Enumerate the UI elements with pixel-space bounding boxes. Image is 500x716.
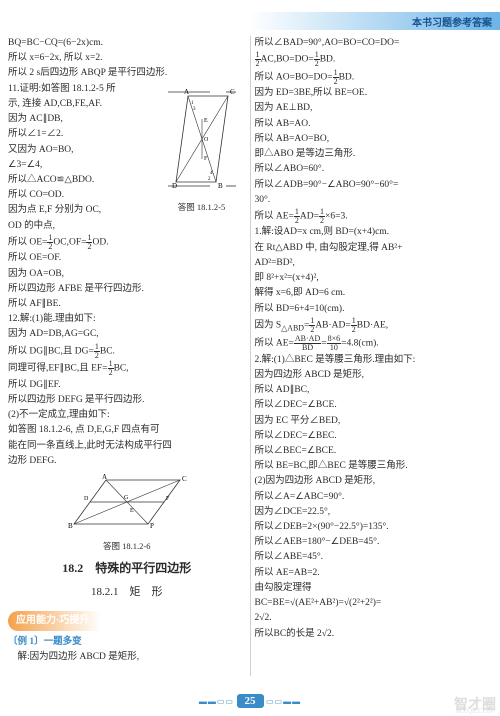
text-line: 所以四边形 AFBE 是平行四边形. [8,282,246,297]
figure-caption: 答图 18.1.2-5 [158,201,246,214]
equation-line: 所以 DG∥BC,且 DG=12BC. [8,343,246,360]
svg-text:E: E [204,118,208,124]
diagram-icon: A C D B E O F 1 3 4 2 [158,84,246,194]
text-line: 因为 EC 平分∠BED, [255,414,493,429]
content-area: BQ=BC−CQ=(6−2x)cm. 所以 x=6−2x, 所以 x=2. 所以… [8,36,492,676]
text-line: 所以 AE=AB=2. [255,566,493,581]
text-line: (2)不一定成立,理由如下: [8,408,246,423]
text-line: 所以 x=6−2x, 所以 x=2. [8,51,246,66]
svg-text:B: B [218,182,223,190]
text-line: 30°. [255,193,493,208]
section-title: 18.2 特殊的平行四边形 [8,559,246,578]
example-label: 〔例 1〕一题多变 [8,635,246,650]
svg-text:F: F [204,156,208,162]
header-title: 本书习题参考答案 [412,14,492,29]
text-line: BQ=BC−CQ=(6−2x)cm. [8,36,246,51]
header-bar: 本书习题参考答案 [250,12,500,30]
text-line: 12.解:(1)能.理由如下: [8,312,246,327]
text-line: 边形 DEFG. [8,454,246,469]
svg-text:A: A [184,88,189,96]
equation-line: 因为 S△ABD=12AB·AD=12BD·AE, [255,317,493,335]
right-column: 所以∠BAD=90°,AO=BO=CO=DO= 12AC,BO=DO=12BD.… [255,36,493,676]
text-line: 所以∠AEB=180°−∠DEB=45°. [255,535,493,550]
text-line: 所以∠ABO=60°. [255,162,493,177]
footer-deco-left: ▬▬▭▭ [199,697,234,706]
column-divider [250,36,251,676]
text-line: 2√2. [255,611,493,626]
text-line: OD 的中点, [8,219,246,234]
text-line: BC=BE=√(AE²+AB²)=√(2²+2²)= [255,596,493,611]
text-line: 所以 BE=BC,即△BEC 是等腰三角形. [255,459,493,474]
text-line: 所以∠DEB=2×(90°−22.5°)=135°. [255,520,493,535]
diagram-icon: A C B P D G E F [62,472,192,532]
text-line: 所以 OE=OF. [8,251,246,266]
text-line: 因为∠DCE=22.5°, [255,505,493,520]
text-line: 因为 AE⊥BD, [255,101,493,116]
text-line: 因为四边形 ABCD 是矩形, [255,368,493,383]
text-line: 即 8²+x²=(x+4)², [255,271,493,286]
svg-text:D: D [84,496,89,502]
text-line: 所以∠DEC=∠BEC. [255,429,493,444]
text-line: 因为 OA=OB, [8,267,246,282]
section-banner: 应用能力·巧提升 [8,611,101,631]
text-line: 所以 AB=AO. [255,117,493,132]
figure-caption: 答图 18.1.2-6 [8,540,246,553]
footer: ▬▬▭▭ 25 ▭▭▬▬ [0,694,500,708]
text-line: 所以∠BAD=90°,AO=BO=CO=DO= [255,36,493,51]
equation-line: 所以 AE=AB·ADBD=8×610=4.8(cm). [255,335,493,352]
text-line: 所以 AD∥BC, [255,383,493,398]
svg-text:1: 1 [191,101,194,106]
svg-text:P: P [150,522,154,530]
text-line: 所以∠A=∠ABC=90°. [255,490,493,505]
figure-1: A C D B E O F 1 3 4 2 答图 18.1.2-5 [158,84,246,215]
equation-line: 12AC,BO=DO=12BD. [255,51,493,68]
text-line: 解得 x=6,即 AD=6 cm. [255,286,493,301]
text-line: 在 Rt△ABD 中, 由勾股定理,得 AB²+ [255,241,493,256]
page-number: 25 [237,694,264,708]
svg-text:B: B [68,522,73,530]
text-line: (2)因为四边形 ABCD 是矩形, [255,474,493,489]
text-line: 解:因为四边形 ABCD 是矩形, [8,650,246,665]
text-line: 所以 DG∥EF. [8,378,246,393]
text-line: 2.解:(1)△BEC 是等腰三角形.理由如下: [255,353,493,368]
svg-text:3: 3 [193,107,196,112]
svg-text:O: O [204,137,209,143]
text-line: 所以 BD=6+4=10(cm). [255,302,493,317]
text-line: 所以 AF∥BE. [8,297,246,312]
svg-text:C: C [230,88,235,96]
watermark-sub: MXQE.COM [456,707,494,715]
equation-line: 所以 OE=12OC,OF=12OD. [8,234,246,251]
text-line: 即△ABO 是等边三角形. [255,147,493,162]
svg-text:D: D [172,182,177,190]
left-column: BQ=BC−CQ=(6−2x)cm. 所以 x=6−2x, 所以 x=2. 所以… [8,36,246,676]
text-line: 因为 AD=DB,AG=GC, [8,327,246,342]
text-line: 所以∠DEC=∠BCE. [255,398,493,413]
equation-line: 同理可得,EF∥BC,且 EF=12BC, [8,360,246,377]
text-line: 所以 AB=AO=BO, [255,132,493,147]
text-line: 如答图 18.1.2-6, 点 D,E,G,F 四点有可 [8,423,246,438]
svg-text:A: A [102,473,107,481]
figure-2: A C B P D G E F 答图 18.1.2-6 [8,472,246,553]
text-line: 所以∠ADB=90°−∠ABO=90°−60°= [255,178,493,193]
equation-line: 所以 AE=12AD=12×6=3. [255,208,493,225]
text-line: 所以 2 s后四边形 ABQP 是平行四边形. [8,66,246,81]
equation-line: 所以 AO=BO=DO=12BD. [255,69,493,86]
text-line: 所以∠ABE=45°. [255,550,493,565]
text-line: 因为 ED=3BE,所以 BE=OE. [255,86,493,101]
text-line: 能在同一条直线上,此时无法构成平行四 [8,439,246,454]
svg-text:F: F [166,496,170,502]
text-line: 1.解:设AD=x cm,则 BD=(x+4)cm. [255,225,493,240]
text-line: 所以四边形 DEFG 是平行四边形. [8,393,246,408]
text-line: 由勾股定理得 [255,581,493,596]
svg-text:E: E [130,508,134,514]
sub-section-title: 18.2.1 矩 形 [8,584,246,601]
text-line: 所以∠BEC=∠BCE. [255,444,493,459]
svg-text:2: 2 [208,177,211,182]
footer-deco-right: ▭▭▬▬ [266,697,301,706]
text-line: AD²=BD², [255,256,493,271]
text-line: 所以BC的长是 2√2. [255,627,493,642]
svg-text:C: C [182,475,187,483]
svg-text:G: G [124,495,129,501]
